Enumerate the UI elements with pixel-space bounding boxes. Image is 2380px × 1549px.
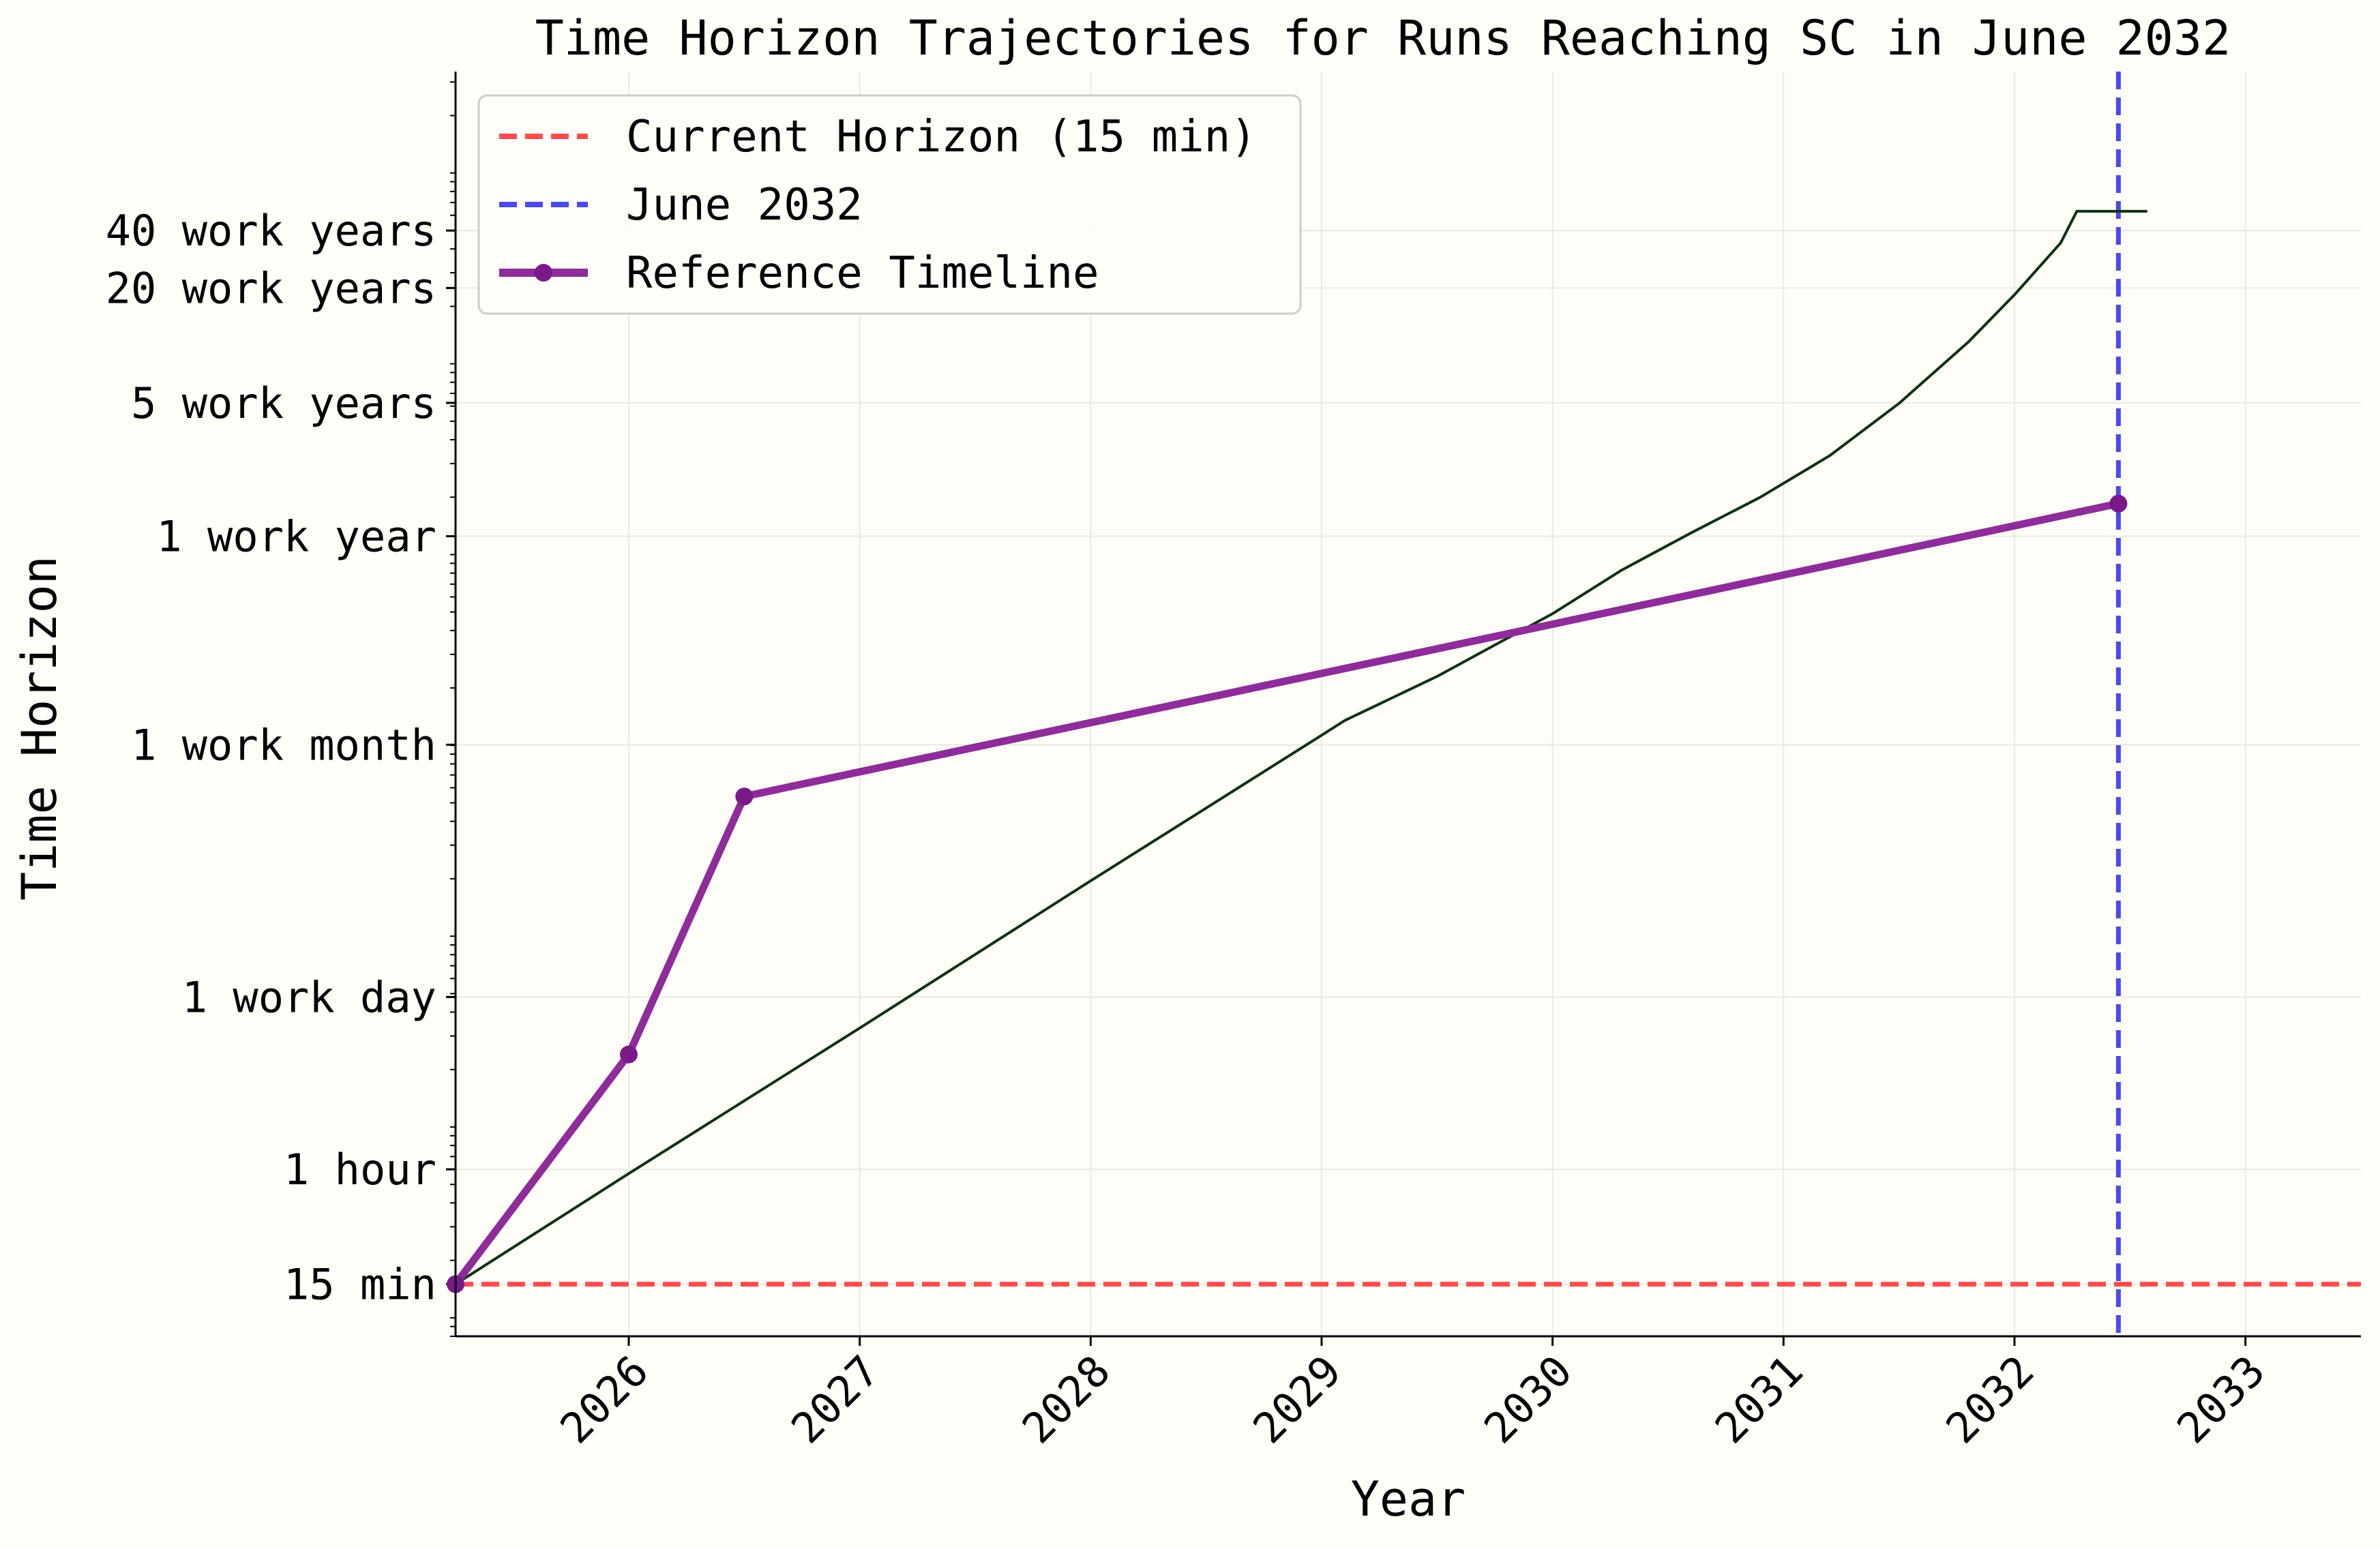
legend-label-current-horizon: Current Horizon (15 min) xyxy=(626,112,1257,162)
y-tick-label: 20 work years xyxy=(106,263,436,313)
chart-title: Time Horizon Trajectories for Runs Reach… xyxy=(535,10,2231,66)
y-tick-label: 40 work years xyxy=(106,206,436,256)
y-tick-label: 1 work year xyxy=(156,512,436,562)
x-axis-label: Year xyxy=(1351,1471,1466,1527)
plot-series xyxy=(447,72,2361,1336)
reference-timeline-line xyxy=(451,500,2122,1289)
y-tick-label: 1 work month xyxy=(131,720,436,770)
legend-label-june-2032: June 2032 xyxy=(626,180,863,230)
reference-timeline-point xyxy=(735,787,754,806)
reference-timeline-point xyxy=(2109,494,2128,513)
y-axis-label: Time Horizon xyxy=(12,556,68,901)
trajectory-line xyxy=(454,209,2148,1286)
legend-marker-reference-timeline xyxy=(535,264,552,282)
y-tick-label: 1 work day xyxy=(182,972,436,1022)
y-axis-ticks: 15 min 1 hour 1 work day 1 work month 1 work… xyxy=(106,206,456,1310)
legend-label-reference-timeline: Reference Timeline xyxy=(626,248,1099,299)
y-tick-label: 15 min xyxy=(284,1260,436,1310)
y-tick-label: 5 work years xyxy=(131,378,436,428)
reference-timeline-point xyxy=(620,1045,638,1064)
legend-frame xyxy=(477,94,1302,315)
y-tick-label: 1 hour xyxy=(284,1145,436,1194)
legend: Current Horizon (15 min) June 2032 Refer… xyxy=(477,94,1302,315)
